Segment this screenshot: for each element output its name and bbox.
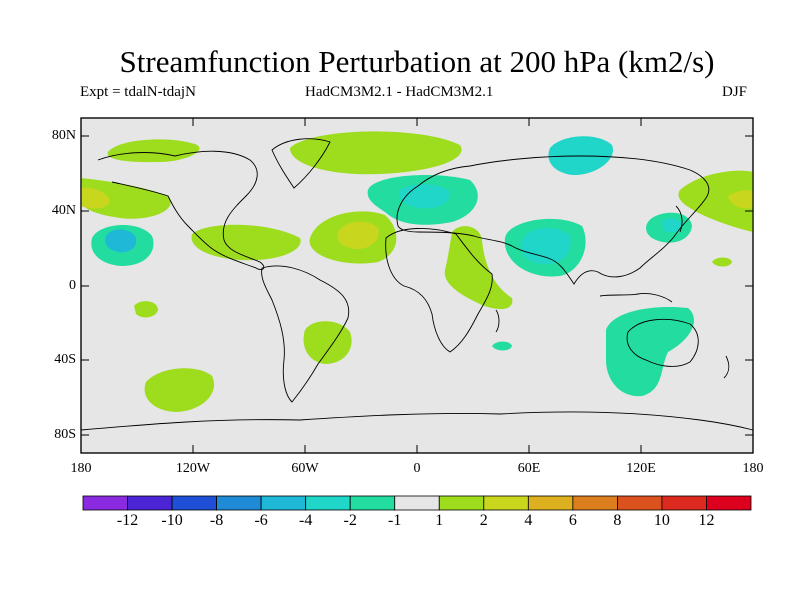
colorbar-label: -10 <box>161 512 183 529</box>
colorbar-box <box>661 495 707 511</box>
region-atlantic-high-core <box>336 221 379 250</box>
colorbar-label: -6 <box>254 512 268 529</box>
region-pacific-west-high-core <box>81 187 110 209</box>
coast-eurasia <box>396 155 710 285</box>
colorbar-box <box>349 495 396 511</box>
region-east-pacific-low-core <box>105 229 137 253</box>
colorbar-box <box>260 495 307 511</box>
colorbar-box <box>394 495 440 511</box>
region-pacific-east-high-core <box>728 190 753 209</box>
coast-antarctica <box>81 411 753 431</box>
lon-label-120w: 120W <box>175 461 211 476</box>
coast-indonesia <box>599 293 673 303</box>
coast-greenland <box>271 138 331 189</box>
experiment-label: Expt = tdalN-tdajN <box>80 84 196 100</box>
colorbar-label: -12 <box>116 512 139 529</box>
coast-japan <box>675 205 683 233</box>
region-north-atlantic-high <box>107 139 200 163</box>
coast-south-america <box>261 265 350 403</box>
region-small-west-pacific-high <box>712 257 732 267</box>
coast-australia <box>626 318 699 367</box>
colorbar-label: -1 <box>388 512 402 529</box>
region-small-pacific-high <box>134 301 158 318</box>
region-australia-low <box>606 306 695 397</box>
colorbar-label: -4 <box>298 512 313 529</box>
colorbar-box <box>216 495 262 511</box>
lat-label-40s: 40S <box>54 352 76 367</box>
coastlines <box>81 138 753 431</box>
lon-label-60w: 60W <box>291 461 319 476</box>
coast-new-zealand <box>723 355 730 379</box>
colorbar-box <box>305 495 351 511</box>
colorbar-label: 12 <box>698 512 715 529</box>
region-pacific-west-high <box>81 178 171 219</box>
lon-label-0: 0 <box>413 461 421 476</box>
lat-label-40n: 40N <box>51 203 76 218</box>
season-label: DJF <box>722 84 748 100</box>
colorbar-label: 10 <box>653 512 670 529</box>
colorbar-box <box>82 495 128 511</box>
map-title: Streamfunction Perturbation at 200 hPa (… <box>119 44 715 79</box>
colorbar-box <box>483 495 529 511</box>
lon-label-180e: 180 <box>742 461 764 476</box>
lat-label-0: 0 <box>69 278 76 293</box>
coast-africa <box>385 227 493 353</box>
coast-north-america <box>97 150 265 271</box>
colorbar-label: 4 <box>524 512 533 529</box>
model-label: HadCM3M2.1 - HadCM3M2.1 <box>305 84 494 100</box>
region-east-africa-high <box>444 226 513 310</box>
colorbar-box <box>438 495 485 511</box>
region-small-indian-low <box>492 341 512 351</box>
lon-label-120e: 120E <box>626 461 656 476</box>
colorbar-label: -8 <box>209 512 224 529</box>
region-arabian-low-core <box>520 228 571 265</box>
colorbar-box <box>706 495 752 511</box>
colorbar-box <box>127 495 173 511</box>
colorbar-label: 8 <box>613 512 622 529</box>
region-caribbean-high <box>191 224 301 261</box>
colorbar-label: -2 <box>343 512 357 529</box>
region-japan-low-core <box>662 218 682 233</box>
colorbar-box <box>617 495 663 511</box>
lon-ticks <box>192 118 642 453</box>
colorbar-box <box>572 495 618 511</box>
lat-label-80s: 80S <box>54 427 76 442</box>
colorbar-label: 6 <box>568 512 577 529</box>
colorbar-label: 2 <box>479 512 488 529</box>
lon-label-180w: 180 <box>70 461 92 476</box>
lon-label-60e: 60E <box>517 461 541 476</box>
lat-label-80n: 80N <box>51 128 76 143</box>
coast-madagascar <box>495 309 500 333</box>
colorbar-label: 1 <box>435 512 444 529</box>
colorbar <box>82 495 752 511</box>
lat-ticks <box>81 135 753 436</box>
region-south-atlantic-high <box>303 321 352 364</box>
region-pacific-east-high <box>678 170 753 232</box>
region-arctic-high <box>290 131 462 175</box>
colorbar-box <box>171 495 217 511</box>
colorbar-box <box>527 495 574 511</box>
region-south-pacific-high <box>144 368 215 412</box>
